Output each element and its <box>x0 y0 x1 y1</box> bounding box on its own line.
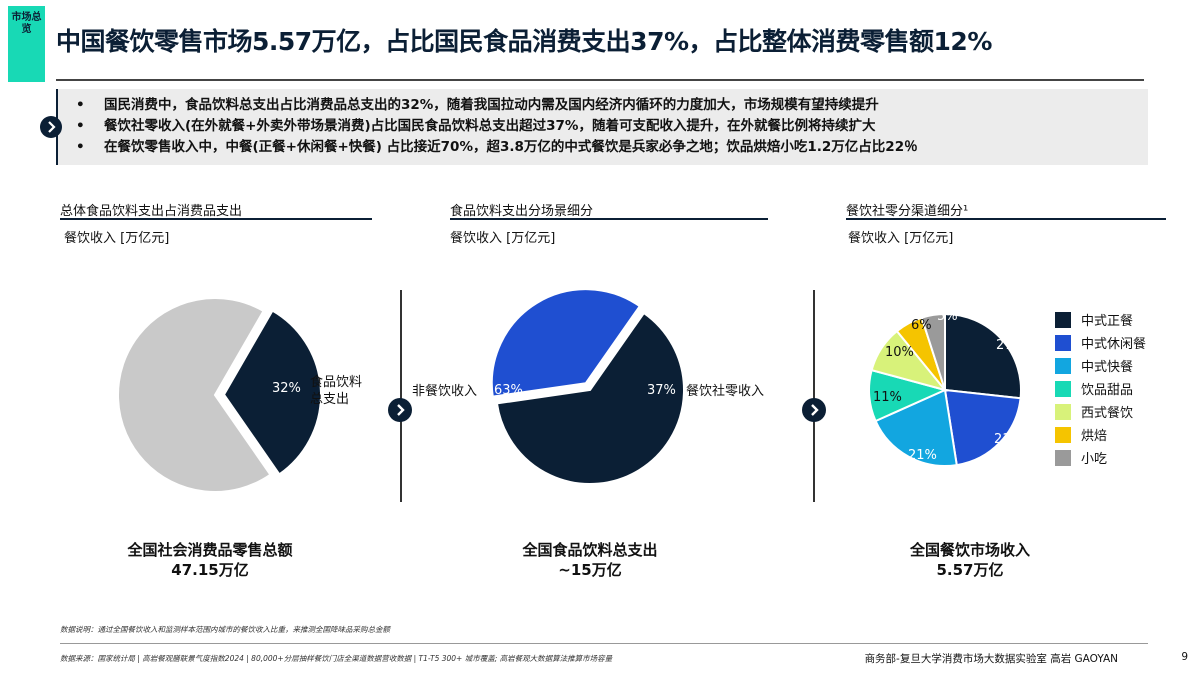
legend-swatch <box>1055 311 1071 328</box>
legend-swatch <box>1055 403 1071 420</box>
panel-3-rule <box>846 218 1166 220</box>
panel-2-unit: 餐饮收入 [万亿元] <box>450 231 556 246</box>
legend-item: 中式快餐 <box>1055 354 1146 377</box>
legend-swatch <box>1055 449 1071 466</box>
panel-2-title: 食品饮料支出分场景细分 <box>450 204 594 219</box>
chevron-right-icon <box>40 116 62 138</box>
pie-3-slice-label: 21% <box>908 448 937 463</box>
footnote-source: 数据来源：国家统计局 | 高岩餐观膳联景气度指数2024 | 80,000+分层… <box>60 654 613 663</box>
summary-bullet: • 餐饮社零收入(在外就餐+外卖外带场景消费)占比国民食品饮料总支出超过37%，随… <box>76 118 876 134</box>
footnote-data-note: 数据说明：通过全国餐饮收入和监测样本范围内城市的餐饮收入比重，来推测全国降味品采… <box>60 625 390 634</box>
legend-item: 小吃 <box>1055 446 1146 469</box>
pie-2-slice-label: 63% <box>494 383 523 398</box>
legend-label: 小吃 <box>1081 452 1108 467</box>
legend-label: 中式正餐 <box>1081 314 1134 329</box>
caption-line: 全国食品饮料总支出 <box>522 541 658 559</box>
section-tag-label: 市场总览 <box>11 12 42 35</box>
pie-3-slice-label: 6% <box>911 318 932 333</box>
legend-label: 中式休闲餐 <box>1081 337 1147 352</box>
legend-swatch <box>1055 380 1071 397</box>
pie-2-category-label: 非餐饮收入 <box>412 384 478 399</box>
pie-2-slice <box>495 311 685 485</box>
legend-swatch <box>1055 357 1071 374</box>
pie-3-legend: 中式正餐 中式休闲餐 中式快餐 饮品甜品 西式餐饮 烘焙 小吃 <box>1055 308 1146 469</box>
panel-3-unit: 餐饮收入 [万亿元] <box>848 231 954 246</box>
caption-line: 全国社会消费品零售总额 <box>127 541 293 559</box>
pie-1-slice <box>222 309 322 476</box>
panel-2-rule <box>450 218 768 220</box>
legend-label: 烘焙 <box>1081 429 1108 444</box>
pie-1-annotation-line: 总支出 <box>310 392 350 407</box>
page-title: 中国餐饮零售市场5.57万亿，占比国民食品消费支出37%，占比整体消费零售额12… <box>56 27 992 56</box>
pie-3-slice-label: 27% <box>996 338 1025 353</box>
panel-1-caption: 全国社会消费品零售总额 47.15万亿 <box>110 540 310 580</box>
chevron-right-icon <box>388 398 412 422</box>
panel-separator <box>400 290 402 502</box>
pie-2-slice <box>490 288 642 398</box>
legend-label: 西式餐饮 <box>1081 406 1134 421</box>
panel-separator <box>813 290 815 502</box>
legend-item: 西式餐饮 <box>1055 400 1146 423</box>
pie-1-annotation-line: 食品饮料 <box>310 375 363 390</box>
summary-bullet-text: 餐饮社零收入(在外就餐+外卖外带场景消费)占比国民食品饮料总支出超过37%，随着… <box>104 118 876 134</box>
legend-item: 中式正餐 <box>1055 308 1146 331</box>
caption-value: 47.15万亿 <box>171 561 249 579</box>
footer-organization: 商务部-复旦大学消费市场大数据实验室 高岩 GAOYAN <box>864 653 1118 665</box>
legend-item: 烘焙 <box>1055 423 1146 446</box>
panel-3-title: 餐饮社零分渠道细分¹ <box>846 204 969 219</box>
pie-2-category-label: 餐饮社零收入 <box>686 384 765 399</box>
pie-1-annotation: 食品饮料 总支出 <box>310 374 362 408</box>
summary-bullet-text: 在餐饮零售收入中，中餐(正餐+休闲餐+快餐) 占比接近70%，超3.8万亿的中式… <box>104 139 918 155</box>
panel-2-caption: 全国食品饮料总支出 ~15万亿 <box>490 540 690 580</box>
summary-bullet: • 在餐饮零售收入中，中餐(正餐+休闲餐+快餐) 占比接近70%，超3.8万亿的中… <box>76 139 918 155</box>
legend-label: 饮品甜品 <box>1081 383 1134 398</box>
panel-3-caption: 全国餐饮市场收入 5.57万亿 <box>870 540 1070 580</box>
pie-3-slice-label: 11% <box>873 390 902 405</box>
summary-box <box>56 89 1148 165</box>
summary-bullet: • 国民消费中，食品饮料总支出占比消费品总支出的32%，随着我国拉动内需及国内经济… <box>76 97 879 113</box>
summary-bullet-text: 国民消费中，食品饮料总支出占比消费品总支出的32%，随着我国拉动内需及国内经济内… <box>104 97 879 113</box>
panel-1-rule <box>60 218 372 220</box>
legend-swatch <box>1055 334 1071 351</box>
pie-1-slice-label: 32% <box>272 381 301 396</box>
pie-3-slice-label: 5% <box>937 309 958 324</box>
footer-divider <box>60 643 1148 644</box>
pie-2-slice-label: 37% <box>647 383 676 398</box>
caption-value: ~15万亿 <box>558 561 622 579</box>
legend-item: 中式休闲餐 <box>1055 331 1146 354</box>
legend-item: 饮品甜品 <box>1055 377 1146 400</box>
panel-1-unit: 餐饮收入 [万亿元] <box>64 231 170 246</box>
chevron-right-icon <box>802 398 826 422</box>
title-divider <box>56 79 1144 81</box>
legend-swatch <box>1055 426 1071 443</box>
caption-line: 全国餐饮市场收入 <box>909 541 1030 559</box>
summary-bullets: • 国民消费中，食品饮料总支出占比消费品总支出的32%，随着我国拉动内需及国内经济… <box>76 95 1146 158</box>
pie-3-slice <box>943 388 1022 467</box>
pie-3-slice <box>874 388 958 467</box>
panel-1-title: 总体食品饮料支出占消费品支出 <box>60 204 243 219</box>
legend-label: 中式快餐 <box>1081 360 1134 375</box>
section-tag <box>8 6 45 82</box>
pie-3-slice-label: 10% <box>885 345 914 360</box>
pie-3-slice-label: 21% <box>994 432 1023 447</box>
pie-3-slice <box>944 312 1022 400</box>
page-number: 9 <box>1181 651 1188 663</box>
pie-1-slice <box>117 297 272 493</box>
pie-3-slice <box>920 312 946 391</box>
caption-value: 5.57万亿 <box>936 561 1004 579</box>
